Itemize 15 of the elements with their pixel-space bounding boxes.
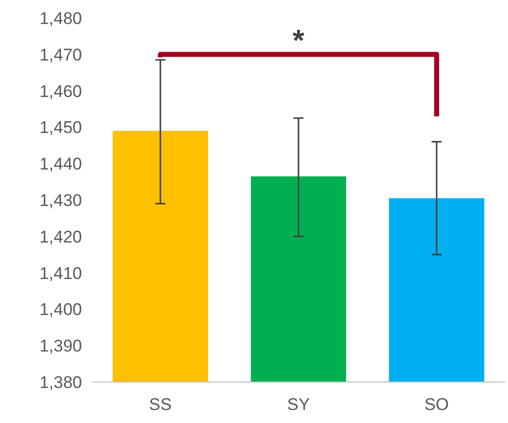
y-tick-label: 1,460 — [39, 82, 82, 101]
y-tick-label: 1,380 — [39, 372, 82, 392]
x-tick-label: SY — [287, 395, 310, 414]
annotation: * — [292, 24, 305, 58]
y-tick-label: 1,410 — [39, 264, 82, 283]
y-tick-label: 1,480 — [39, 8, 82, 28]
y-tick-label: 1,440 — [39, 154, 82, 174]
y-tick-label: 1,420 — [39, 227, 82, 246]
y-tick-label: 1,400 — [39, 300, 82, 320]
y-tick-label: 1,450 — [39, 118, 82, 138]
x-tick-label: SS — [149, 395, 172, 414]
y-tick-label: 1,430 — [39, 190, 82, 210]
y-tick-label: 1,390 — [39, 336, 82, 356]
y-tick-label: 1,470 — [39, 45, 82, 64]
x-tick-label: SO — [424, 395, 449, 414]
